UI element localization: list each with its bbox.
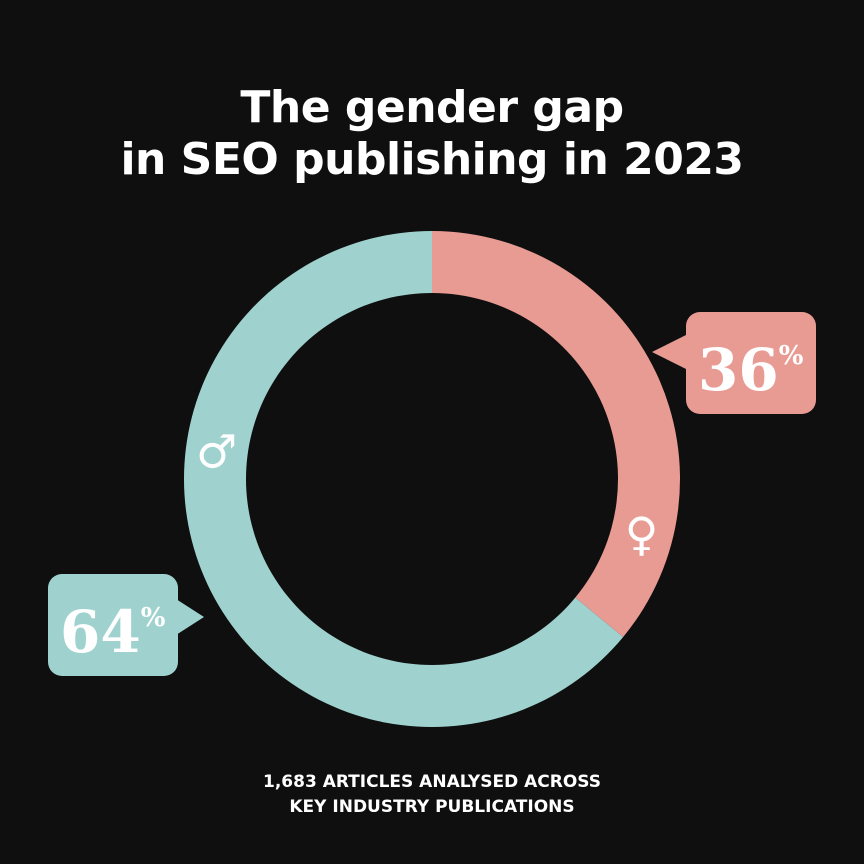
male-symbol-icon: ♂ — [196, 425, 237, 479]
footnote-line-1: 1,683 ARTICLES ANALYSED ACROSS — [263, 772, 601, 792]
chart-title-line-2: in SEO publishing in 2023 — [120, 134, 744, 185]
female-symbol-icon: ♀ — [625, 507, 659, 561]
value-label: 36% — [698, 336, 804, 404]
donut-slice-male — [183, 231, 624, 727]
value-callout-female: 36% — [652, 312, 816, 414]
chart-title-line-1: The gender gap — [240, 82, 624, 133]
value-label: 64% — [60, 598, 166, 666]
donut-slice-female — [432, 231, 680, 638]
chart-title: The gender gap in SEO publishing in 2023 — [0, 82, 864, 186]
value-callout-male: 64% — [48, 574, 204, 676]
footnote: 1,683 ARTICLES ANALYSED ACROSS KEY INDUS… — [0, 770, 864, 820]
footnote-line-2: KEY INDUSTRY PUBLICATIONS — [289, 797, 575, 817]
